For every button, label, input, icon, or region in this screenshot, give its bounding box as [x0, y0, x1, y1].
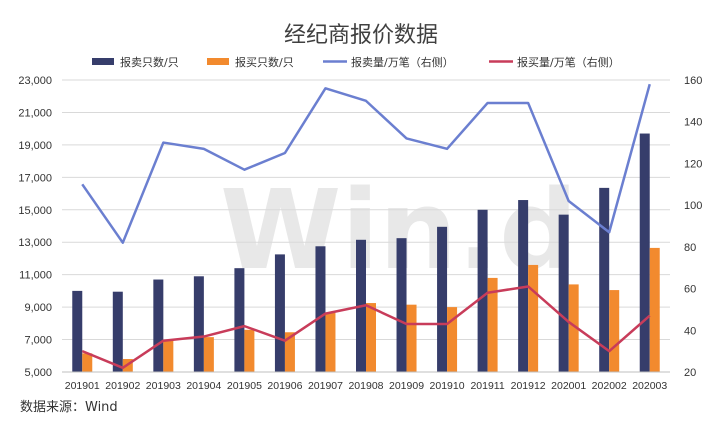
right-tick-label: 40	[684, 325, 696, 337]
legend-label: 报卖量/万笔（右侧）	[351, 55, 454, 69]
bar-buy-count	[649, 247, 660, 372]
x-tick-label: 202002	[592, 380, 627, 392]
legend-swatch	[92, 58, 114, 65]
right-tick-label: 80	[684, 242, 696, 254]
right-tick-label: 20	[684, 367, 696, 379]
right-tick-label: 160	[684, 75, 702, 87]
legend-swatch	[207, 58, 229, 65]
bar-buy-count	[447, 307, 458, 372]
chart-title: 经纪商报价数据	[284, 23, 438, 48]
x-tick-label: 201908	[348, 380, 383, 392]
left-tick-label: 19,000	[18, 140, 52, 152]
bar-sell-count	[396, 238, 407, 372]
bar-sell-count	[274, 254, 285, 372]
left-tick-label: 9,000	[24, 302, 52, 314]
right-tick-label: 140	[684, 117, 702, 129]
bar-buy-count	[528, 264, 539, 372]
x-tick-label: 201910	[430, 380, 465, 392]
x-tick-label: 201903	[146, 380, 181, 392]
bar-sell-count	[72, 290, 83, 372]
legend-label: 报买量/万笔（右侧）	[517, 55, 620, 69]
bar-buy-count	[244, 329, 255, 372]
x-tick-label: 201906	[267, 380, 302, 392]
left-tick-label: 23,000	[18, 75, 52, 87]
left-tick-label: 17,000	[18, 172, 52, 184]
x-tick-label: 201902	[105, 380, 140, 392]
bar-sell-count	[193, 276, 204, 372]
x-tick-label: 201911	[470, 380, 504, 392]
x-tick-label: 201905	[227, 380, 262, 392]
bar-buy-count	[325, 312, 336, 372]
x-tick-label: 202003	[632, 380, 667, 392]
bar-buy-count	[406, 304, 417, 372]
bar-buy-count	[568, 284, 579, 372]
bar-buy-count	[163, 339, 174, 372]
left-tick-label: 7,000	[24, 335, 52, 347]
bar-buy-count	[203, 337, 214, 372]
bar-buy-count	[82, 353, 93, 372]
bar-buy-count	[487, 277, 498, 372]
bar-sell-count	[153, 279, 164, 372]
left-tick-label: 15,000	[18, 205, 52, 217]
right-tick-label: 120	[684, 158, 702, 170]
bar-sell-count	[477, 209, 488, 372]
x-tick-label: 201907	[308, 380, 343, 392]
x-tick-label: 201901	[65, 380, 100, 392]
bar-sell-count	[112, 291, 123, 372]
lines-layer	[81, 83, 651, 370]
left-tick-label: 21,000	[18, 107, 52, 119]
bar-sell-count	[558, 214, 569, 372]
legend-label: 报卖只数/只	[120, 55, 179, 69]
x-tick-label: 202001	[551, 380, 586, 392]
bar-buy-count	[609, 290, 620, 372]
source-note: 数据来源：Wind	[20, 400, 118, 415]
bar-buy-count	[284, 332, 295, 372]
x-tick-label: 201904	[186, 380, 221, 392]
x-tick-label: 201912	[511, 380, 546, 392]
bar-buy-count	[366, 303, 376, 372]
bar-sell-count	[234, 268, 245, 372]
bar-sell-count	[315, 246, 326, 372]
legend: 报卖只数/只 报买只数/只 报卖量/万笔（右侧） 报买量/万笔（右侧）	[92, 55, 620, 69]
x-tick-label: 201909	[389, 380, 424, 392]
bar-sell-count	[599, 187, 610, 372]
bar-sell-count	[437, 226, 448, 372]
legend-label: 报买只数/只	[235, 55, 294, 69]
right-tick-label: 100	[684, 200, 702, 212]
right-tick-label: 60	[684, 284, 696, 296]
bars-layer	[72, 133, 660, 372]
left-tick-label: 11,000	[19, 270, 52, 282]
bar-sell-count	[639, 133, 650, 372]
left-tick-label: 13,000	[18, 237, 52, 249]
axes-layer: 5,000 7,000 9,000 11,000 13,000 15,000 17,000 1…	[18, 75, 702, 392]
left-tick-label: 5,000	[24, 367, 52, 379]
